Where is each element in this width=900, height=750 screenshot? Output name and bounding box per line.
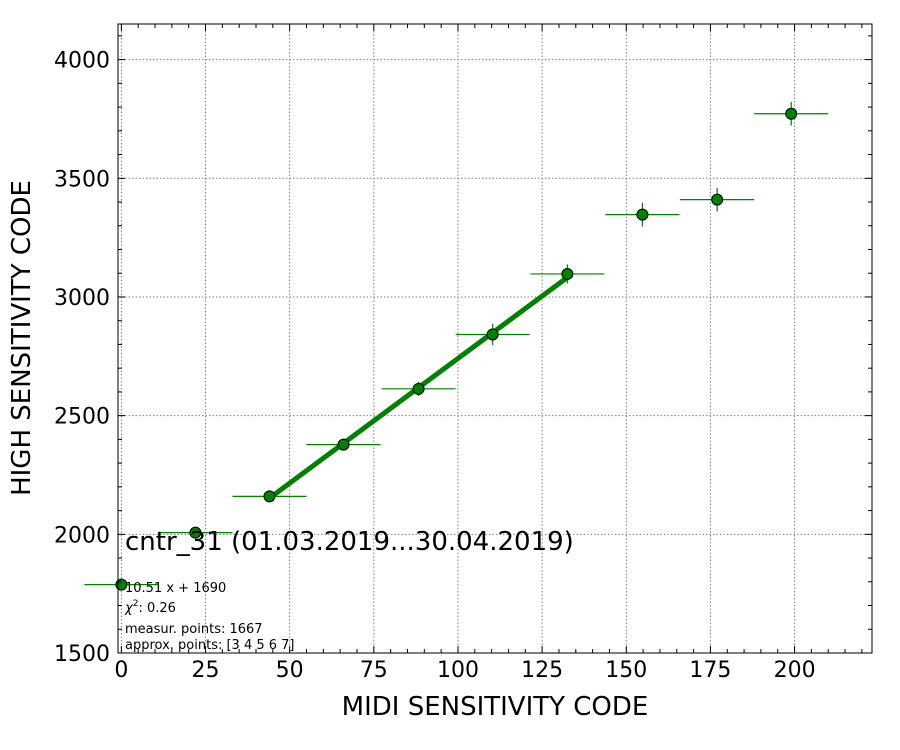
axis-ticks: 0 25 50 75 100 125 150 175 200 1500 2000 2500 3000 35…: [54, 24, 872, 683]
data-point: [561, 267, 574, 280]
x-tick-label: 150: [605, 658, 647, 683]
data-point: [189, 526, 202, 539]
chi2-label: χ2: 0.26: [124, 599, 176, 616]
data-point-group: [455, 323, 530, 346]
y-tick-label: 2000: [54, 523, 110, 548]
y-tick-label: 4000: [54, 49, 110, 74]
chi2-value: : 0.26: [138, 601, 175, 616]
data-point-group: [158, 526, 233, 539]
data-point-group: [381, 381, 456, 396]
data-point: [412, 382, 425, 395]
measur-points-label: measur. points: 1667: [125, 622, 263, 637]
plot-frame: [117, 23, 873, 654]
data-point-group: [306, 438, 381, 451]
x-tick-label: 0: [114, 658, 128, 683]
y-tick-label: 3000: [54, 286, 110, 311]
x-tick-label: 175: [689, 658, 731, 683]
data-points-layer: [84, 101, 829, 591]
y-tick-label: 2500: [54, 405, 110, 430]
data-point: [785, 107, 798, 120]
data-point: [486, 328, 499, 341]
x-tick-label: 50: [276, 658, 304, 683]
data-point-group: [680, 187, 755, 212]
chi2-exponent: 2: [133, 599, 139, 609]
data-point-group: [605, 202, 680, 227]
data-point-group: [530, 264, 605, 284]
y-tick-label: 1500: [54, 642, 110, 667]
x-tick-label: 25: [192, 658, 220, 683]
data-point: [711, 193, 724, 206]
x-tick-label: 100: [437, 658, 479, 683]
x-axis-title: MIDI SENSITIVITY CODE: [342, 692, 649, 722]
data-point-group: [754, 101, 829, 126]
y-tick-label: 3500: [54, 167, 110, 192]
fit-equation-label: 10.51 x + 1690: [125, 581, 226, 596]
approx-points-label: approx. points: [3 4 5 6 7]: [125, 638, 295, 653]
y-axis-title: HIGH SENSITIVITY CODE: [7, 180, 37, 496]
data-point: [263, 490, 276, 503]
x-tick-label: 125: [521, 658, 563, 683]
data-point: [337, 438, 350, 451]
x-tick-label: 75: [360, 658, 388, 683]
x-tick-label: 200: [774, 658, 816, 683]
data-point-group: [232, 490, 307, 503]
chart-title: cntr_31 (01.03.2019...30.04.2019): [125, 527, 574, 557]
chi2-symbol: χ: [124, 601, 134, 616]
data-point: [636, 208, 649, 221]
